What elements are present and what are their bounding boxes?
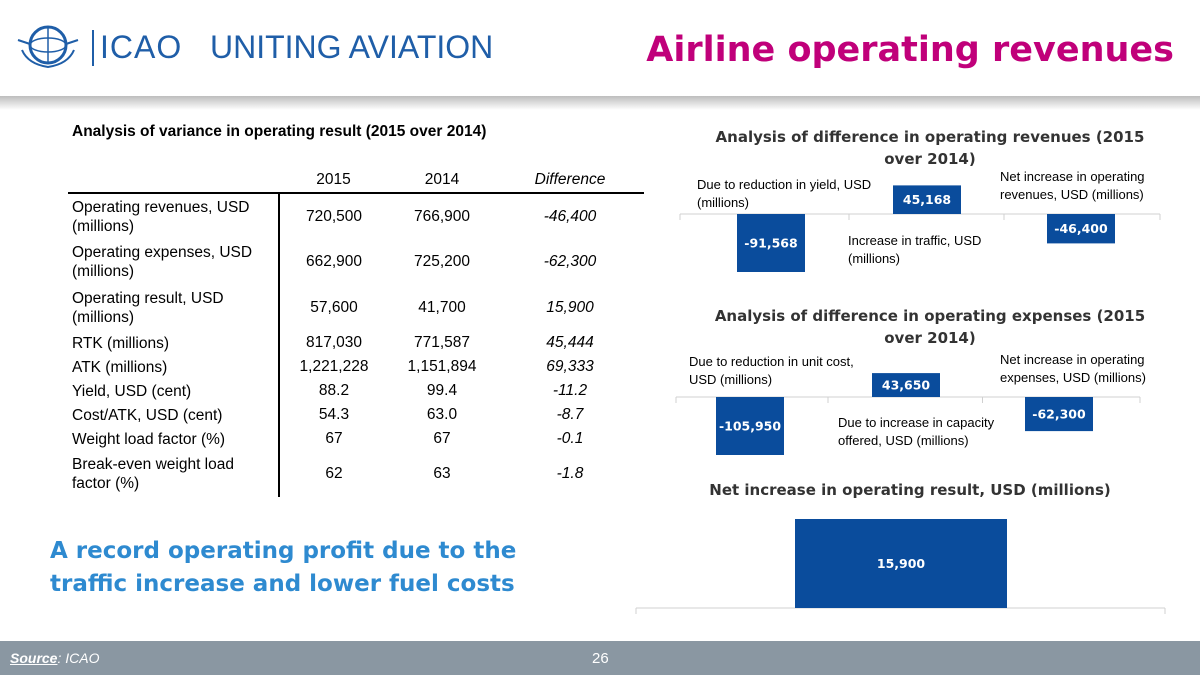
- variance-table: 2015 2014 Difference Operating revenues,…: [68, 167, 644, 497]
- logo-slogan: UNITING AVIATION: [210, 29, 494, 65]
- cell-2015: 817,030: [305, 334, 363, 351]
- row-label: ATK (millions): [68, 355, 280, 379]
- chart-title-result: Net increase in operating result, USD (m…: [709, 481, 1111, 499]
- cell-2014: 67: [433, 430, 451, 447]
- logo-divider: [92, 30, 94, 66]
- cell-difference: 15,900: [546, 299, 594, 316]
- column-header-2015: 2015: [279, 167, 388, 194]
- cell-2015: 62: [325, 465, 343, 482]
- bar-data-label: 15,900: [877, 556, 926, 571]
- category-label: Net increase in operating expenses, USD …: [1000, 352, 1146, 385]
- category-label: Due to increase in capacity offered, USD…: [838, 415, 995, 448]
- row-label: Weight load factor (%): [68, 427, 280, 451]
- row-label: Operating result, USD (millions): [68, 285, 280, 331]
- bar: [872, 373, 940, 397]
- row-label: Cost/ATK, USD (cent): [68, 403, 280, 427]
- bar: [795, 519, 1007, 608]
- cell-2014: 1,151,894: [407, 358, 477, 375]
- category-label: Increase in traffic, USD (millions): [848, 233, 982, 266]
- bar: [1047, 214, 1115, 244]
- table-row: Weight load factor (%) 67 67 -0.1: [68, 427, 644, 451]
- cell-2015: 88.2: [318, 382, 350, 399]
- cell-2015: 67: [325, 430, 343, 447]
- bar-data-label: -62,300: [1032, 407, 1086, 422]
- source-label: Source: [10, 650, 58, 666]
- chart-title-revenues: Analysis of difference in operating reve…: [715, 128, 1145, 168]
- row-label: Yield, USD (cent): [68, 379, 280, 403]
- cell-2014: 99.4: [426, 382, 458, 399]
- table-row: RTK (millions) 817,030 771,587 45,444: [68, 331, 644, 355]
- table-row: Operating revenues, USD (millions) 720,5…: [68, 193, 644, 239]
- bar: [716, 397, 784, 455]
- bar: [1025, 397, 1093, 432]
- cell-difference: -46,400: [543, 207, 597, 225]
- cell-2015: 662,900: [305, 253, 363, 270]
- cell-2015: 1,221,228: [299, 358, 369, 375]
- cell-difference: -0.1: [556, 430, 584, 447]
- logo-text: ICAO: [100, 29, 183, 65]
- column-header-difference: Difference: [496, 167, 644, 194]
- table-row: Cost/ATK, USD (cent) 54.3 63.0 -8.7: [68, 403, 644, 427]
- bar: [893, 185, 961, 214]
- header-shadow: [0, 96, 1200, 110]
- icao-emblem-icon: [17, 25, 79, 69]
- row-label: Break-even weight load factor (%): [68, 451, 280, 497]
- cell-2014: 63: [433, 465, 451, 482]
- cell-difference: -1.8: [556, 465, 584, 482]
- category-label: Net increase in operating revenues, USD …: [1000, 169, 1145, 202]
- cell-difference: -11.2: [552, 382, 588, 399]
- bar-data-label: -46,400: [1054, 221, 1108, 236]
- category-label: Due to reduction in yield, USD (millions…: [697, 177, 872, 210]
- cell-difference: -62,300: [543, 253, 597, 270]
- cell-2015: 54.3: [318, 406, 350, 423]
- page-number: 26: [592, 650, 609, 667]
- header: ICAO UNITING AVIATION Airline operating …: [0, 0, 1200, 96]
- bar-data-label: 43,650: [882, 378, 931, 393]
- table-header-empty: [68, 167, 279, 194]
- table-title: Analysis of variance in operating result…: [72, 123, 487, 140]
- bar-data-label: 45,168: [903, 192, 951, 207]
- page-title: Airline operating revenues: [646, 30, 1174, 70]
- key-message: A record operating profit due to the tra…: [50, 538, 517, 597]
- bar-data-label: -91,568: [744, 236, 797, 251]
- bar: [737, 214, 805, 272]
- cell-difference: 69,333: [546, 358, 594, 375]
- cell-difference: 45,444: [546, 334, 594, 351]
- source-note: Source: ICAO: [10, 650, 99, 666]
- cell-2015: 57,600: [310, 299, 358, 316]
- table-row: ATK (millions) 1,221,228 1,151,894 69,33…: [68, 355, 644, 379]
- table-row: Yield, USD (cent) 88.2 99.4 -11.2: [68, 379, 644, 403]
- cell-2014: 771,587: [413, 334, 471, 351]
- source-value: : ICAO: [57, 650, 100, 666]
- table-row: Operating result, USD (millions) 57,600 …: [68, 285, 644, 331]
- footer: Source: ICAO 26: [0, 641, 1200, 675]
- cell-2014: 766,900: [413, 207, 471, 225]
- column-header-2014: 2014: [388, 167, 496, 194]
- table-row: Break-even weight load factor (%) 62 63 …: [68, 451, 644, 497]
- table-header-row: 2015 2014 Difference: [68, 167, 644, 194]
- cell-2014: 41,700: [418, 299, 466, 316]
- category-label: Due to reduction in unit cost, USD (mill…: [689, 354, 854, 387]
- chart-title-expenses: Analysis of difference in operating expe…: [714, 307, 1146, 347]
- row-label: Operating expenses, USD (millions): [68, 239, 280, 285]
- cell-2014: 63.0: [426, 406, 458, 423]
- cell-difference: -8.7: [556, 406, 584, 423]
- row-label: Operating revenues, USD (millions): [68, 193, 280, 239]
- table-row: Operating expenses, USD (millions) 662,9…: [68, 239, 644, 285]
- bar-data-label: -105,950: [719, 419, 781, 434]
- cell-2014: 725,200: [413, 253, 471, 270]
- row-label: RTK (millions): [68, 331, 280, 355]
- cell-2015: 720,500: [305, 207, 363, 225]
